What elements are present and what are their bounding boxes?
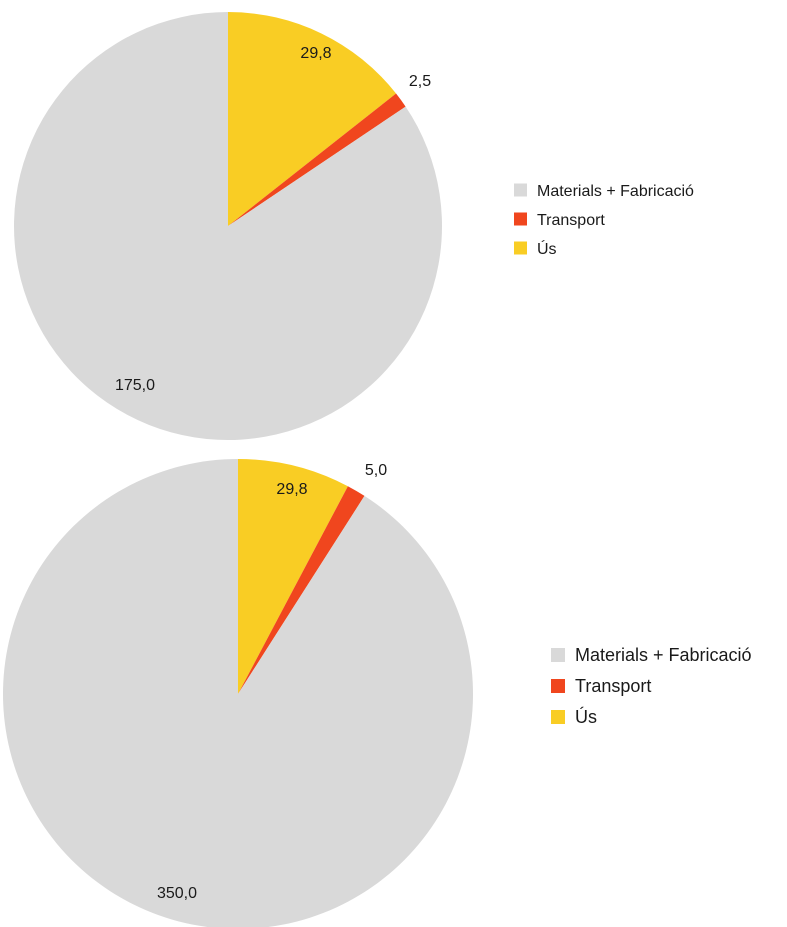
pie-chart-2-slices [3, 459, 473, 927]
pie-chart-2-legend: Materials + Fabricació Transport Ús [551, 645, 752, 727]
legend-swatch-us [551, 710, 565, 724]
legend-swatch-us [514, 241, 527, 255]
legend-label-transport: Transport [575, 676, 651, 696]
legend-label-materials-fabricacio: Materials + Fabricació [537, 183, 694, 200]
legend-swatch-materials-fabricacio [551, 648, 565, 662]
legend-label-materials-fabricacio: Materials + Fabricació [575, 645, 752, 665]
pie-slice-materials-fabricacio [13, 12, 443, 440]
legend-swatch-transport [551, 679, 565, 693]
legend-swatch-materials-fabricacio [514, 183, 527, 197]
pie-chart-1-legend: Materials + Fabricació Transport Ús [514, 183, 694, 258]
data-label-materials-fabricacio: 350,0 [157, 885, 197, 902]
pie-chart-1-slices [13, 12, 443, 440]
legend-label-us: Ús [575, 706, 597, 727]
data-label-us: 29,8 [276, 481, 307, 498]
data-label-transport: 5,0 [365, 462, 387, 479]
data-label-us: 29,8 [300, 45, 331, 62]
pie-slice-transport [238, 486, 365, 694]
legend-label-transport: Transport [537, 212, 605, 229]
data-label-materials-fabricacio: 175,0 [115, 377, 155, 394]
data-label-transport: 2,5 [409, 73, 431, 90]
pie-chart-1: 175,0 2,5 29,8 Materials + Fabricació Trans… [13, 12, 694, 440]
legend-label-us: Ús [537, 239, 557, 258]
pie-chart-2: 350,0 5,0 29,8 Materials + Fabricació Trans… [3, 459, 752, 927]
pie-slice-materials-fabricacio [3, 459, 473, 927]
pie-slice-us [238, 459, 348, 694]
pie-slice-us [228, 12, 397, 226]
legend-swatch-transport [514, 212, 527, 226]
pie-slice-transport [228, 93, 406, 226]
pie-chart-1-labels: 175,0 2,5 29,8 [115, 45, 431, 394]
pie-chart-2-labels: 350,0 5,0 29,8 [157, 462, 387, 902]
